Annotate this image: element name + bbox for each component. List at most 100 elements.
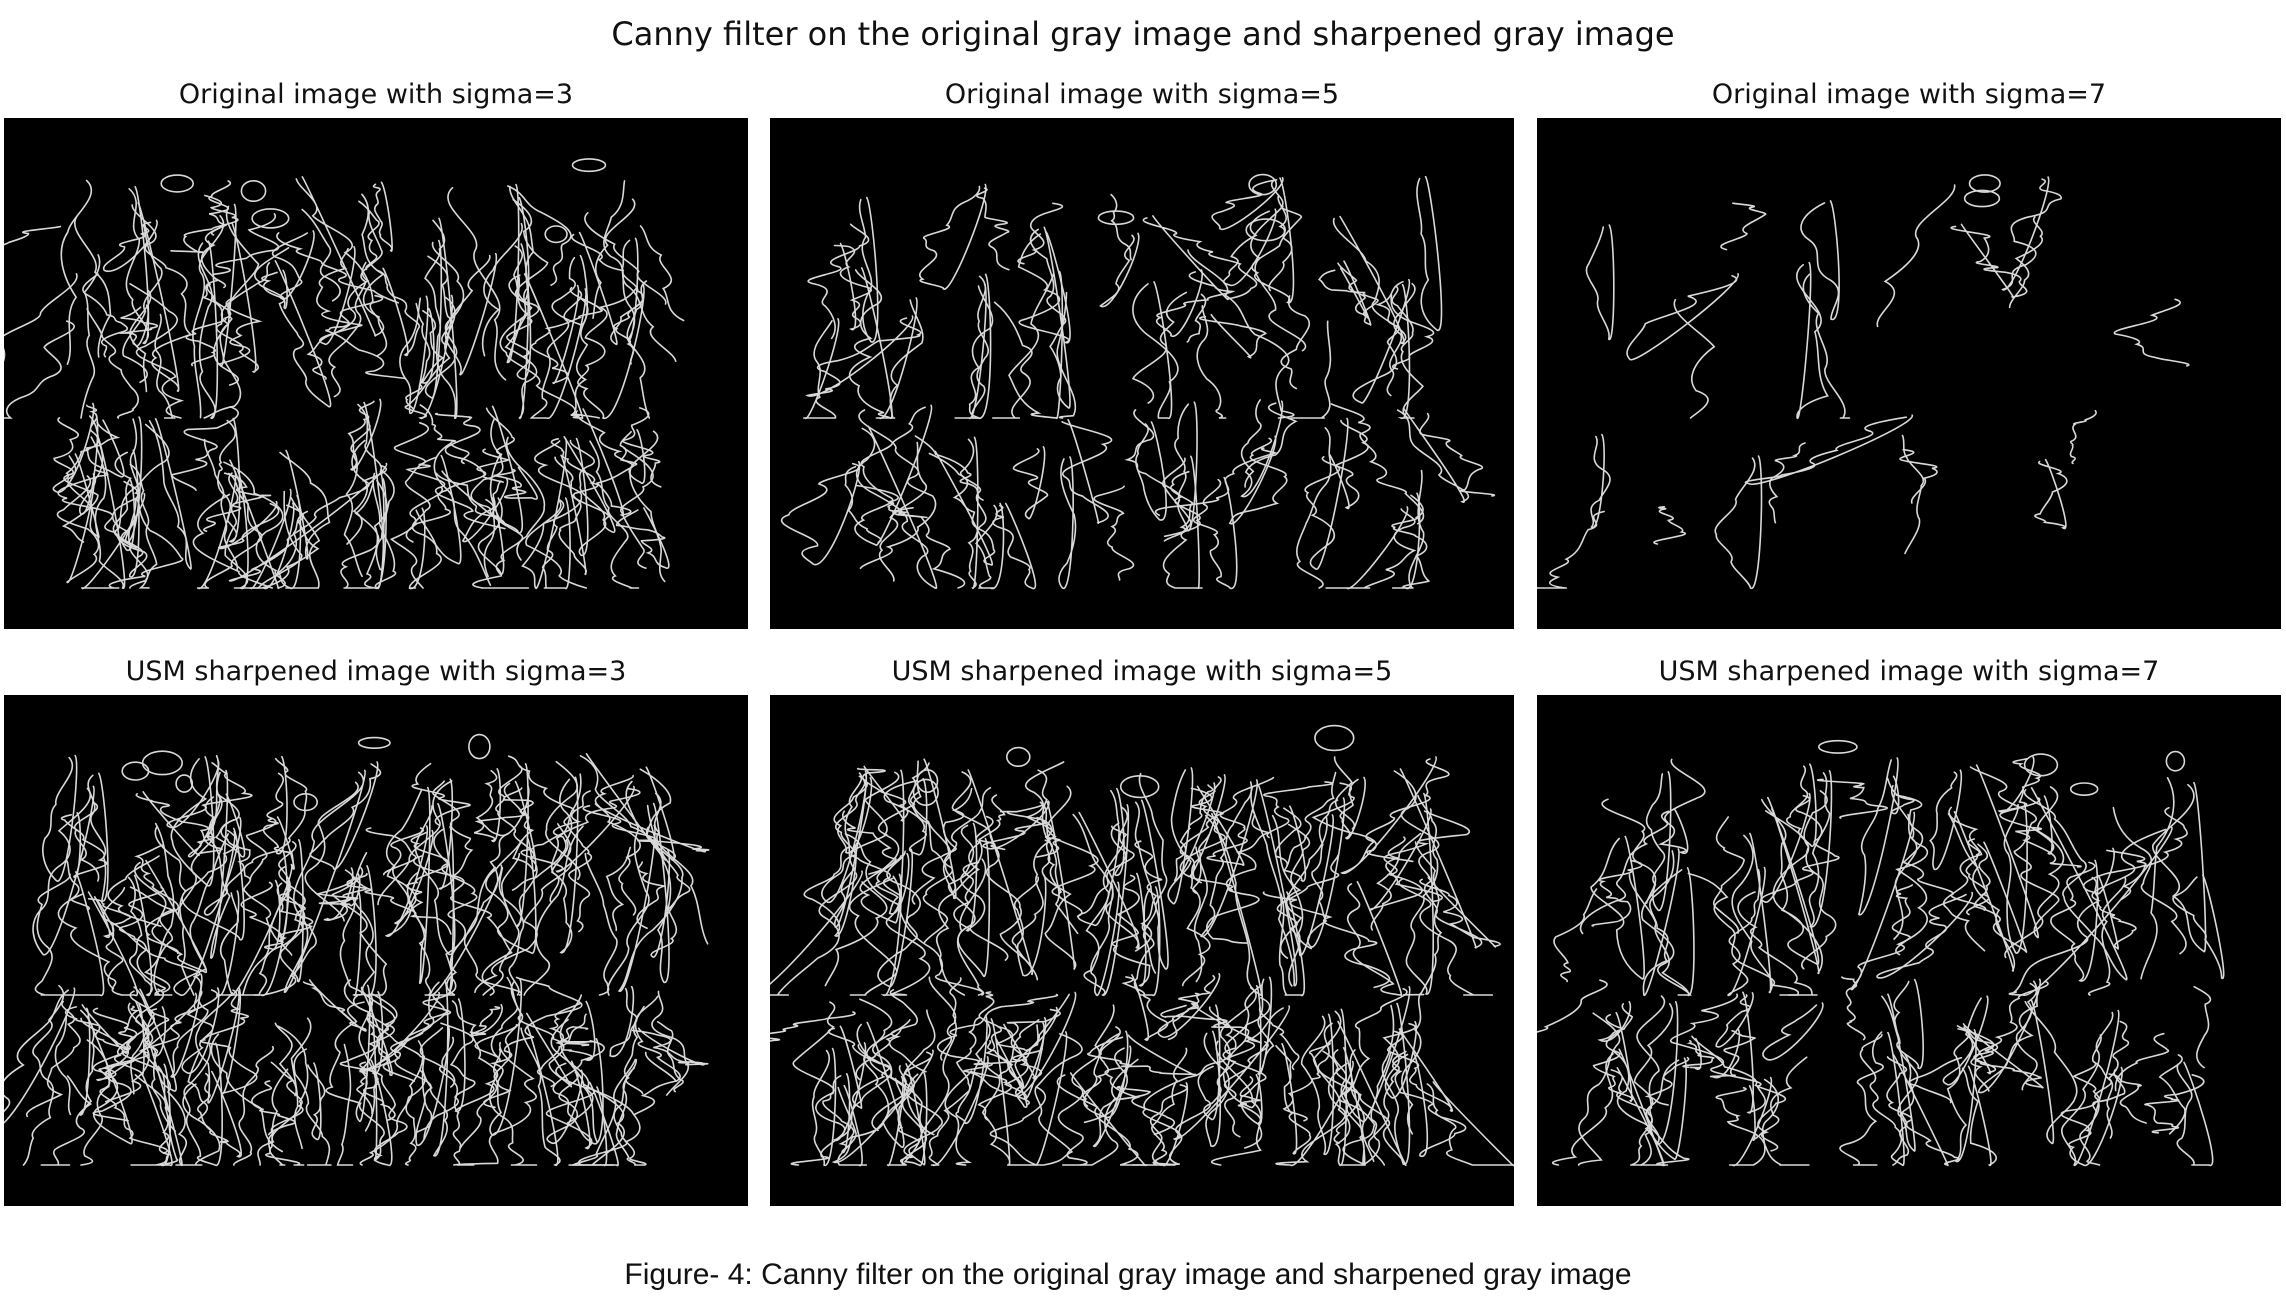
edge-contour <box>569 437 607 556</box>
edge-contour <box>1426 1081 1514 1167</box>
edge-contour <box>1258 1007 1300 1071</box>
edge-contour <box>1237 1074 1263 1125</box>
edge-map-original-sigma-3 <box>4 158 685 589</box>
edge-contour <box>1325 506 1417 590</box>
edge-contour <box>216 890 240 996</box>
edge-contour <box>1332 215 1407 344</box>
edge-contour <box>249 488 303 589</box>
edge-contour <box>2087 877 2127 996</box>
edge-panel-original-sigma-7 <box>1537 118 2281 629</box>
edge-contour <box>1092 1045 1132 1147</box>
edge-contour <box>572 1058 637 1166</box>
edge-contour <box>2106 1020 2130 1139</box>
edge-contour-blob <box>1248 173 1278 196</box>
edge-contour <box>858 409 937 570</box>
edge-contour <box>118 886 201 978</box>
edge-contour <box>4 225 62 246</box>
edge-contour <box>1726 866 1766 996</box>
edge-contour <box>1132 281 1179 419</box>
edge-contour <box>2015 982 2038 1091</box>
edge-contour <box>125 186 150 344</box>
edge-contour <box>119 304 158 347</box>
edge-contour <box>2193 985 2212 1069</box>
edge-contour <box>1537 510 1605 589</box>
edge-panel-usm-sigma-5 <box>770 695 1514 1206</box>
edge-contour <box>4 987 76 1124</box>
edge-contour <box>86 308 139 419</box>
edge-contour <box>2114 1032 2169 1092</box>
edge-contour <box>770 1011 856 1042</box>
edge-contour <box>1785 763 1817 847</box>
edge-contour <box>257 260 332 408</box>
edge-contour <box>1154 447 1278 517</box>
edge-contour <box>1276 854 1340 950</box>
panel-title-original-sigma-7: Original image with sigma=7 <box>1711 79 2107 110</box>
edge-contour <box>639 225 685 322</box>
edge-contour <box>357 401 395 571</box>
edge-contour <box>875 297 924 419</box>
edge-contour <box>376 267 421 356</box>
edge-contour <box>1876 184 1956 328</box>
edge-contour <box>928 1056 989 1166</box>
edge-contour <box>1333 1047 1366 1164</box>
edge-contour <box>26 1000 81 1118</box>
edge-contour <box>205 769 231 959</box>
edge-contour <box>1190 875 1260 944</box>
edge-contour <box>2008 826 2173 996</box>
edge-contour <box>529 288 587 419</box>
edge-contour <box>1385 836 1443 903</box>
edge-contour <box>615 1059 640 1166</box>
edge-contour <box>1110 193 1132 261</box>
edge-contour <box>935 815 994 996</box>
edge-contour <box>40 1075 93 1166</box>
edge-contour <box>73 801 100 882</box>
edge-contour <box>976 187 1010 271</box>
edge-contour <box>97 1056 168 1154</box>
edge-contour <box>650 849 691 958</box>
edge-contour <box>485 837 537 954</box>
edge-contour <box>359 1059 408 1166</box>
edge-contour <box>404 454 462 565</box>
edge-contour <box>1093 485 1134 581</box>
edge-contour <box>849 877 898 996</box>
edge-contour <box>639 766 676 861</box>
edge-contour <box>276 232 399 304</box>
edge-contour <box>1762 1002 1824 1061</box>
edge-contour <box>461 478 509 543</box>
edge-contour <box>1174 401 1198 532</box>
edge-contour <box>1715 1085 1759 1141</box>
edge-contour <box>1713 816 1745 934</box>
edge-contour <box>1240 400 1298 497</box>
edge-contour <box>1156 269 1236 337</box>
edge-contour <box>1590 835 1645 980</box>
edge-contour <box>195 990 240 1104</box>
edge-contour <box>1590 433 1611 528</box>
edge-contour <box>309 761 382 870</box>
edge-contour <box>1110 787 1127 876</box>
edge-contour <box>541 497 571 589</box>
edge-contour <box>1950 223 2028 299</box>
edge-contour <box>144 1006 170 1057</box>
edge-contour <box>551 776 579 954</box>
edge-contour <box>1090 881 1120 996</box>
edge-contour <box>2060 1066 2126 1166</box>
edge-panel-original-sigma-5 <box>770 118 1514 629</box>
edge-contour <box>1731 832 1773 994</box>
edge-contour <box>283 769 366 993</box>
edge-contour <box>866 1019 943 1166</box>
edge-contour <box>568 1086 641 1166</box>
edge-contour <box>2144 1074 2205 1134</box>
edge-contour <box>605 846 632 932</box>
edge-contour <box>411 762 471 826</box>
edge-contour <box>2108 1073 2147 1124</box>
edge-contour <box>154 313 176 419</box>
edge-contour <box>351 889 376 996</box>
edge-contour <box>278 893 313 956</box>
edge-contour <box>451 998 499 1112</box>
edge-contour <box>844 833 983 996</box>
edge-contour <box>790 1001 846 1166</box>
edge-contour <box>1186 293 1207 343</box>
edge-contour <box>1211 1040 1262 1166</box>
edge-contour <box>996 1006 1061 1052</box>
edge-contour <box>1203 1004 1237 1120</box>
